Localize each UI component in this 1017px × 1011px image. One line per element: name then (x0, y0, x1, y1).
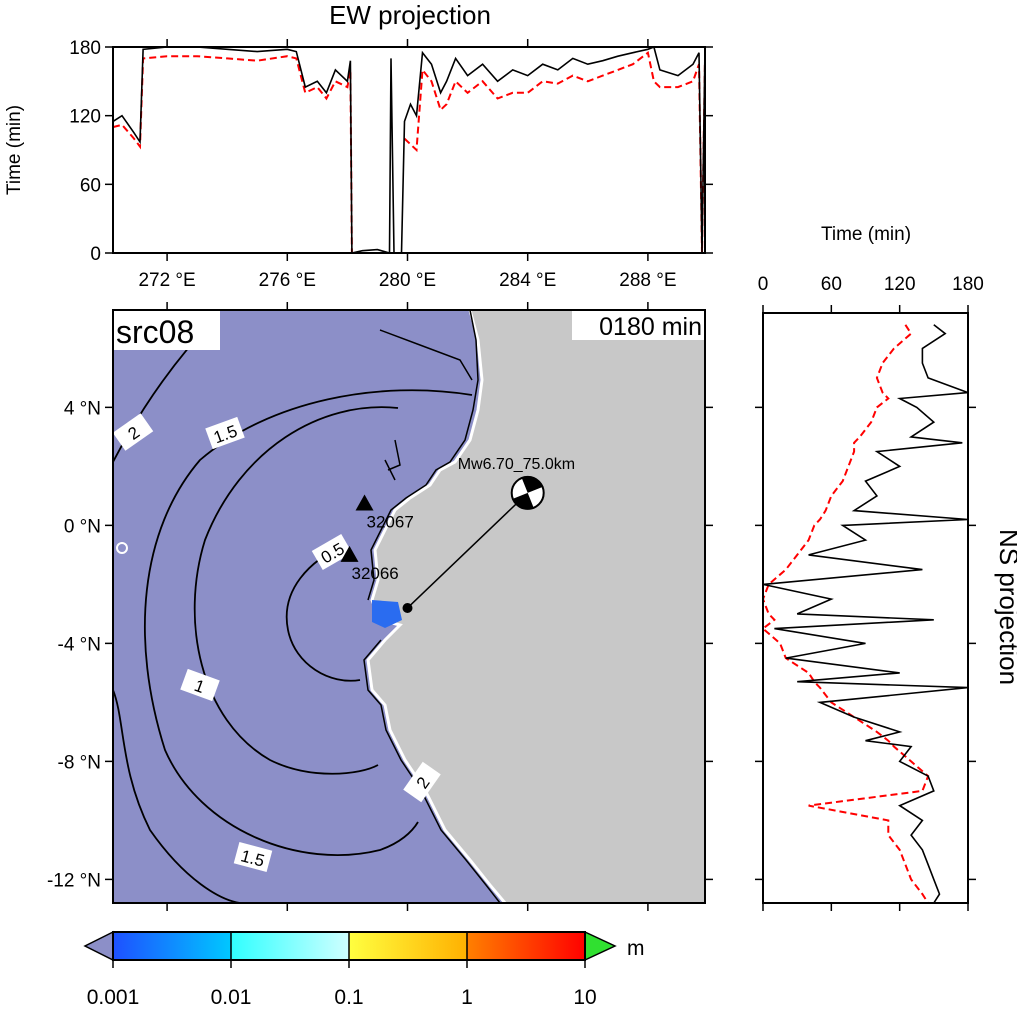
contour-label: 1.5 (205, 416, 245, 450)
coast-contour (363, 310, 501, 903)
colorbar-segment (113, 932, 232, 960)
x-tick-label: 280 °E (379, 270, 436, 291)
beachball-quadrant (512, 476, 543, 510)
time-label: 0180 min (599, 313, 702, 341)
x-tick-label: 60 (821, 274, 842, 295)
y-tick-label: 180 (69, 38, 101, 59)
x-tick-label: 180 (952, 274, 984, 295)
data-line (761, 324, 930, 904)
y-tick-label: 0 (90, 244, 101, 265)
colorbar-tick-label: 0.01 (211, 986, 252, 1006)
map-overlay: 2 1.50.511.523206732066Mw6.70_75.0kmsrc08… (112, 310, 705, 873)
map-area (113, 310, 705, 903)
contour-label: 1.5 (233, 841, 273, 873)
x-tick-label: 288 °E (619, 270, 676, 291)
map-frame (112, 309, 706, 904)
data-line (112, 45, 706, 255)
colorbar-segment (231, 932, 350, 960)
x-tick-label: 276 °E (259, 270, 316, 291)
y-tick-label: 4 °N (64, 398, 101, 419)
station-label: 32067 (367, 513, 414, 532)
contour-line (193, 406, 399, 775)
mechanism-link (406, 492, 529, 609)
colorbar-under (83, 930, 114, 962)
contour-label-bg (311, 533, 353, 571)
y-tick-label: -8 °N (58, 752, 102, 773)
contour-label: 2 (403, 761, 441, 803)
colorbar-tick-label: 0.001 (87, 986, 140, 1006)
colorbar-over (584, 930, 617, 962)
colorbar-segment (467, 932, 586, 960)
y-tick-label: -12 °N (47, 870, 101, 891)
contour-line (285, 544, 361, 682)
station (340, 545, 359, 562)
x-tick-label: 272 °E (138, 270, 195, 291)
contour-label: 2 (112, 413, 154, 451)
land (368, 310, 705, 903)
colorbar-tick-label: 10 (573, 986, 596, 1006)
contour-line (143, 389, 473, 856)
contour-label-bg (205, 416, 245, 450)
ns-title: NS projection (994, 529, 1017, 685)
island-contour (379, 329, 473, 481)
y-tick-label: 120 (69, 107, 101, 128)
source-patch (372, 600, 402, 628)
epicenter (402, 602, 413, 613)
ns-x-label: Time (min) (821, 224, 911, 245)
contour-label-bg (112, 413, 154, 451)
colorbar-unit: m (627, 937, 645, 960)
contour-label: 1 (180, 668, 220, 702)
y-tick-label: 0 °N (64, 516, 101, 537)
data-line (112, 50, 706, 254)
ew-y-label: Time (min) (4, 105, 25, 195)
station-label: 32066 (351, 564, 398, 583)
x-tick-label: 120 (884, 274, 916, 295)
ns-frame (762, 312, 969, 904)
ew-frame (112, 46, 706, 254)
x-tick-label: 0 (758, 274, 769, 295)
mechanism-label: Mw6.70_75.0km (458, 456, 575, 473)
x-tick-label: 284 °E (499, 270, 556, 291)
ew-title: EW projection (329, 0, 491, 30)
y-tick-label: -4 °N (58, 634, 102, 655)
contour-label-bg (403, 761, 441, 803)
contour-label-bg (233, 841, 273, 873)
contour-label-bg (180, 668, 220, 702)
station (355, 494, 374, 511)
colorbar-tick-label: 1 (461, 986, 473, 1006)
colorbar-tick-label: 0.1 (334, 986, 363, 1006)
y-tick-label: 60 (80, 175, 101, 196)
map-label: src08 (116, 314, 194, 350)
map-label-bg (113, 310, 220, 350)
data-line (762, 324, 969, 904)
islet (116, 542, 128, 554)
colorbar-segment (349, 932, 468, 960)
time-label-bg (572, 310, 705, 340)
